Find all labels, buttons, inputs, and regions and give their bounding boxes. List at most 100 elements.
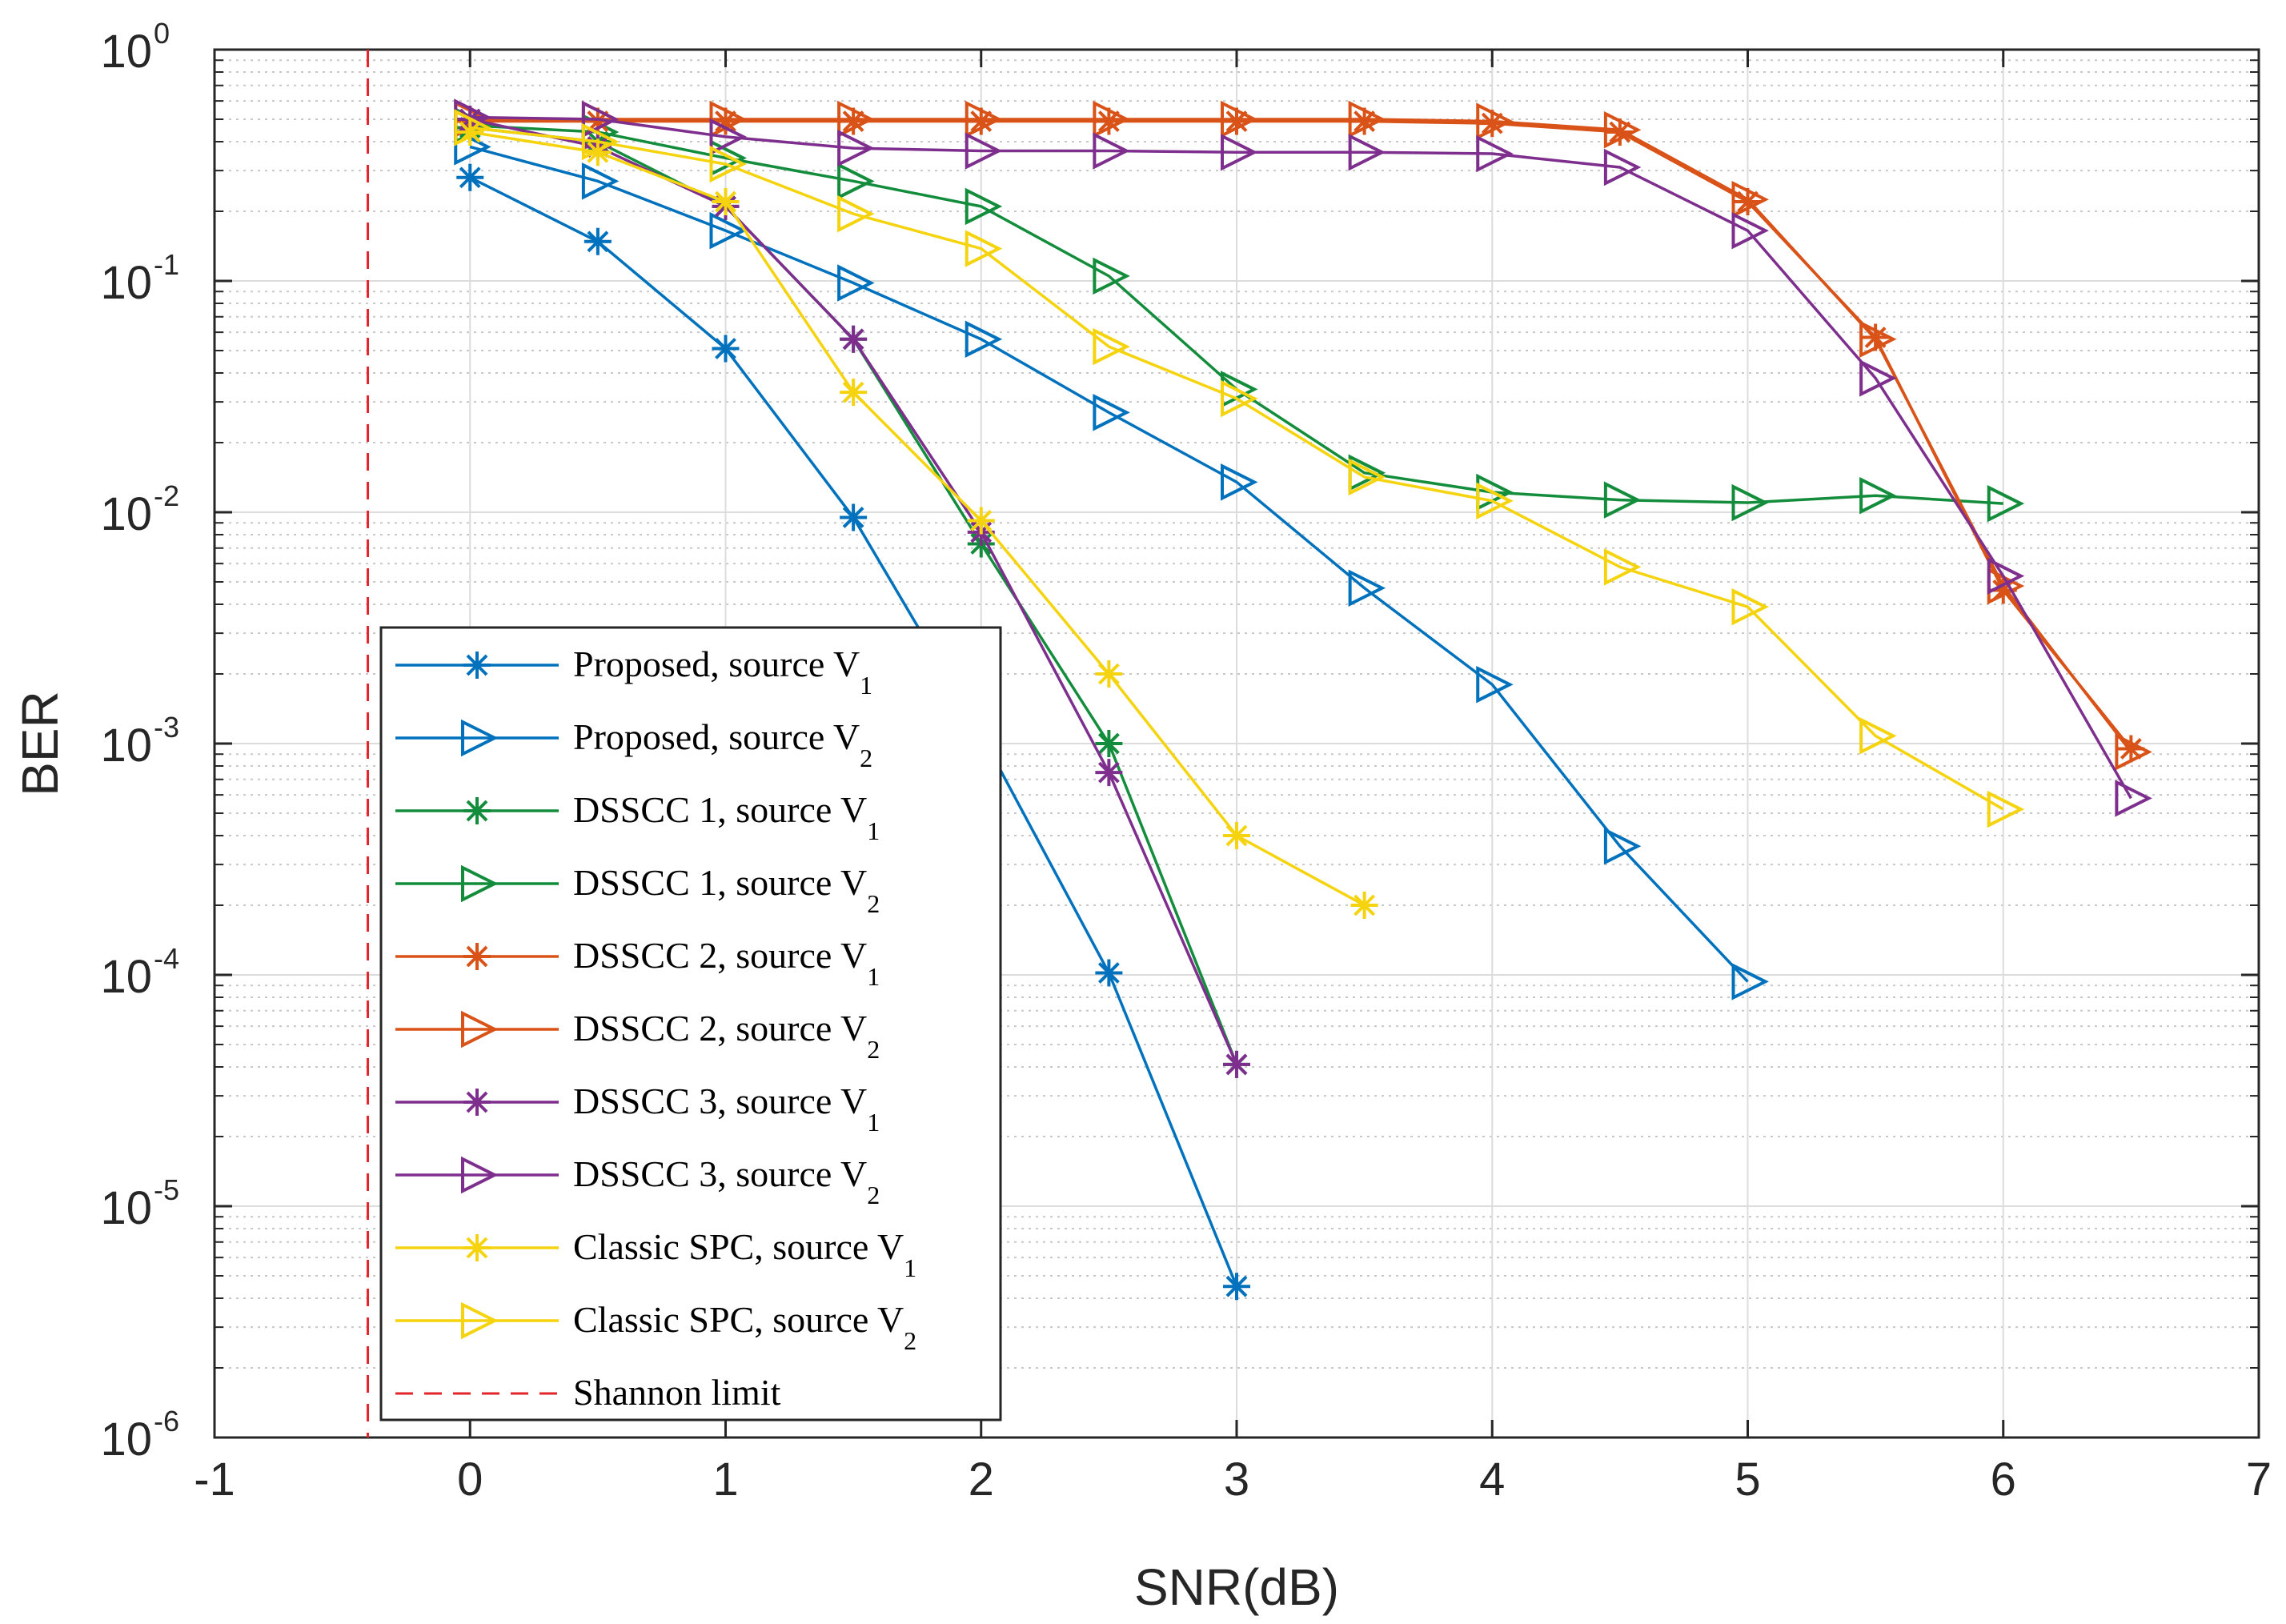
data-point (1223, 822, 1250, 849)
y-tick-label: 10 -1 (100, 248, 179, 309)
y-tick-label: 10 -5 (100, 1173, 179, 1234)
data-point (584, 107, 612, 135)
data-point (709, 118, 747, 156)
data-point (1734, 188, 1762, 216)
legend-subscript: 2 (867, 889, 880, 918)
y-tick-exponent: -1 (154, 248, 179, 281)
data-point (1859, 717, 1897, 755)
y-tick-base: 10 (100, 951, 152, 1003)
data-point (709, 145, 747, 183)
data-point (1095, 107, 1123, 135)
y-tick-label: 10 0 (100, 17, 170, 78)
data-point (581, 162, 620, 200)
y-tick-label: 10 -6 (100, 1405, 179, 1466)
data-point (456, 163, 484, 191)
data-point (1095, 759, 1123, 787)
data-point (1987, 484, 2025, 523)
data-point (967, 107, 995, 135)
y-tick-base: 10 (100, 1413, 152, 1466)
data-point (2115, 780, 2152, 817)
data-point (1221, 379, 1258, 418)
data-point (1348, 458, 1386, 496)
data-point (1987, 790, 2025, 828)
data-point (1093, 394, 1130, 431)
data-point (1221, 463, 1258, 501)
data-point (1603, 481, 1642, 519)
x-tick-labels: -1 0 1 2 3 4 5 6 7 (194, 1454, 2272, 1506)
x-tick-label: 3 (1224, 1454, 1249, 1506)
series-line (469, 145, 1749, 983)
data-point (1731, 483, 1769, 522)
x-tick-label: 6 (1991, 1454, 2016, 1506)
data-point (965, 100, 1003, 138)
data-point (712, 335, 740, 363)
data-point (840, 107, 868, 135)
series-9 (456, 118, 1378, 919)
y-tick-exponent: -3 (154, 711, 179, 744)
data-point (837, 194, 875, 233)
data-point (1221, 133, 1258, 171)
data-point (1859, 320, 1897, 359)
x-tick-label: -1 (194, 1454, 235, 1506)
x-tick-label: 7 (2246, 1454, 2272, 1506)
legend-subscript: 1 (860, 671, 872, 700)
x-tick-label: 4 (1479, 1454, 1505, 1506)
data-point (1476, 482, 1514, 520)
y-tick-label: 10 -3 (100, 711, 179, 772)
data-point (1478, 110, 1506, 138)
data-point (965, 187, 1003, 226)
legend-subscript: 1 (904, 1253, 916, 1282)
legend-subscript: 2 (904, 1326, 916, 1355)
legend-marker (463, 652, 491, 679)
data-point (1348, 100, 1386, 138)
x-tick-label: 2 (969, 1454, 994, 1506)
legend-marker (461, 1156, 499, 1194)
data-point (1606, 118, 1634, 146)
series-line (470, 126, 2004, 811)
legend-subscript: 1 (867, 1108, 880, 1137)
data-point (1989, 576, 2017, 604)
x-tick-label: 5 (1735, 1454, 1760, 1506)
data-point (2117, 735, 2145, 763)
y-tick-base: 10 (100, 257, 152, 309)
series-8 (454, 98, 2152, 817)
legend-marker (461, 864, 499, 903)
y-tick-base: 10 (100, 1182, 152, 1234)
data-point (584, 227, 612, 255)
series-line (470, 118, 2132, 753)
legend-marker (463, 943, 491, 970)
y-tick-base: 10 (100, 488, 152, 540)
series-layer (454, 98, 2152, 1301)
data-point (456, 118, 484, 146)
data-point (1859, 476, 1897, 515)
data-point (1350, 892, 1378, 919)
axis-ticks (213, 48, 2260, 1439)
data-point (1731, 963, 1769, 1000)
data-point (1223, 1050, 1250, 1078)
legend-subscript: 2 (867, 1181, 880, 1209)
data-point (1731, 587, 1769, 626)
data-point (1093, 132, 1130, 170)
data-point (1603, 148, 1642, 186)
legend-marker (463, 797, 491, 824)
data-point (1603, 827, 1642, 865)
data-point (1603, 548, 1642, 586)
data-point (967, 507, 995, 535)
data-point (1348, 133, 1386, 171)
data-point (454, 109, 491, 146)
legend-marker (461, 719, 499, 757)
y-tick-exponent: 0 (154, 17, 170, 50)
data-point (2115, 733, 2152, 771)
data-point (1348, 569, 1386, 607)
legend-marker (463, 1234, 491, 1261)
data-point (840, 503, 868, 531)
data-point (1221, 100, 1258, 138)
data-point (1095, 660, 1123, 688)
y-tick-exponent: -2 (154, 479, 179, 512)
y-tick-exponent: -5 (154, 1173, 179, 1206)
data-point (965, 132, 1003, 170)
